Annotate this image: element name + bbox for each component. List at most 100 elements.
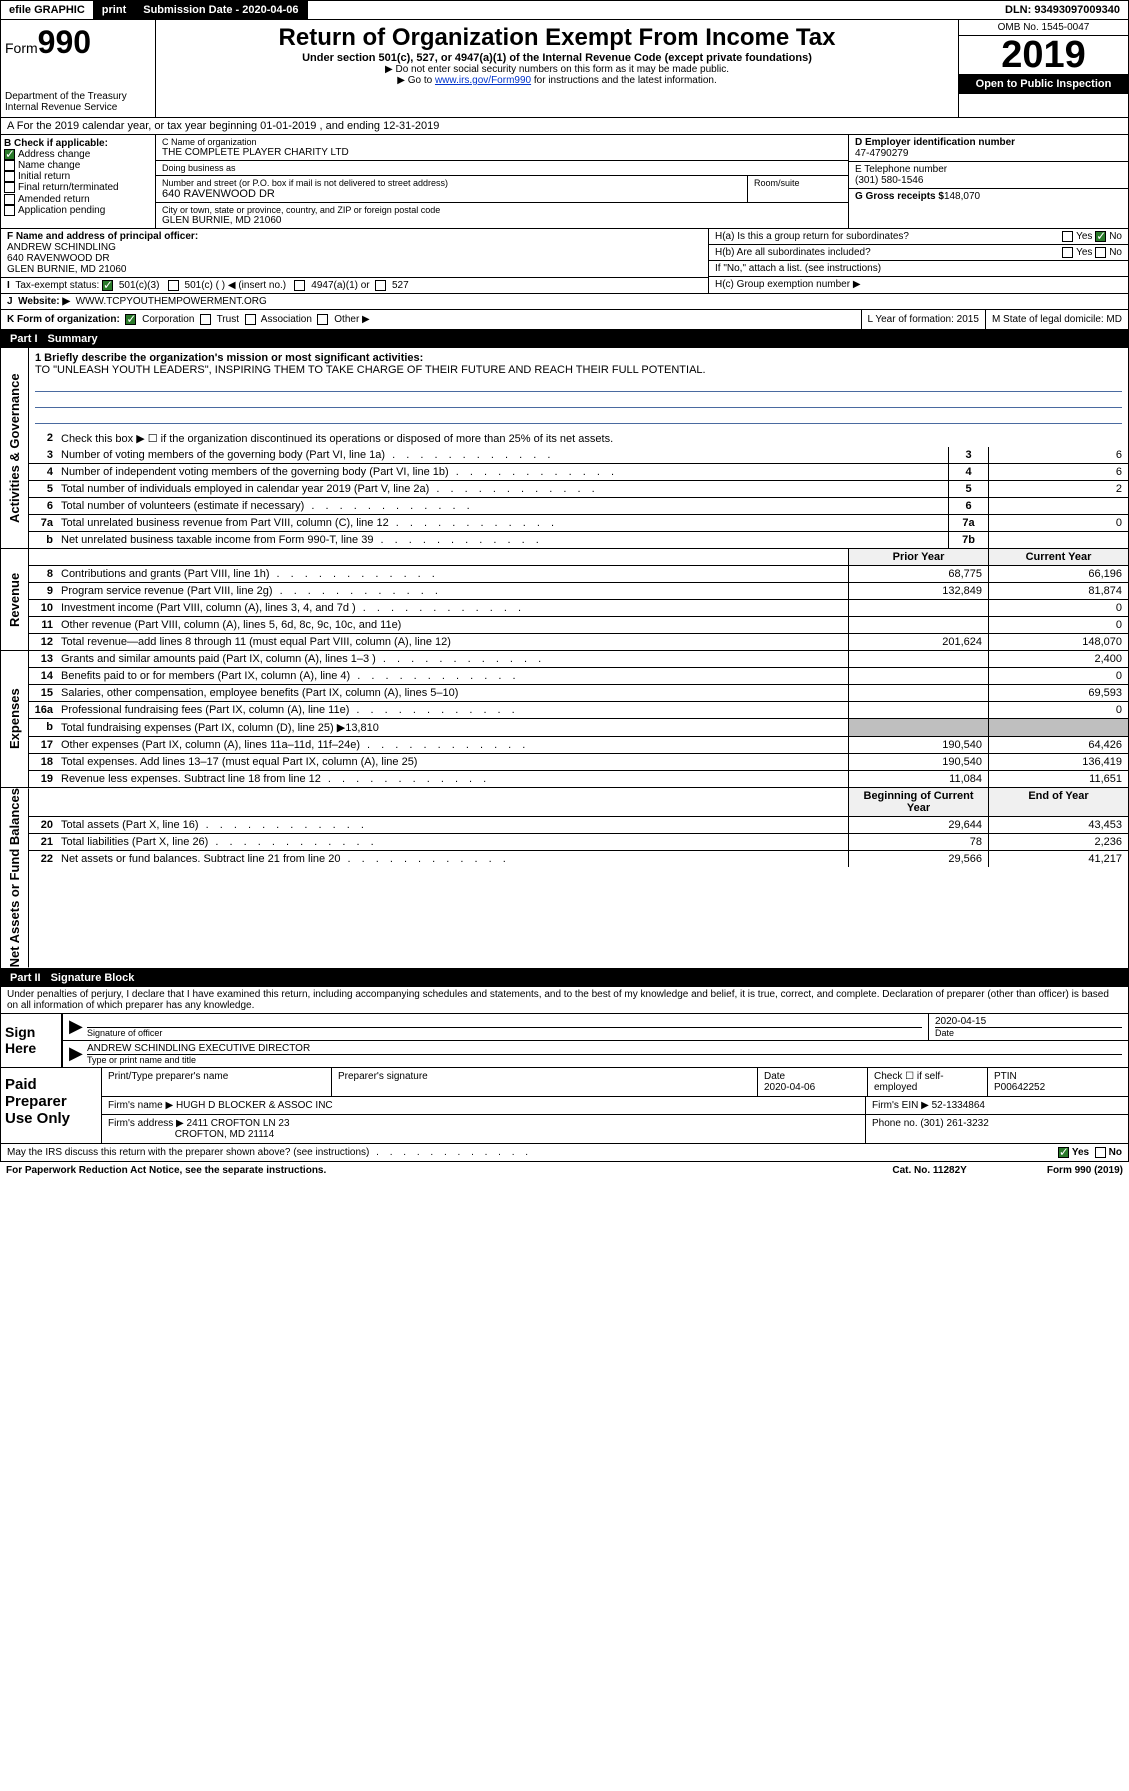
current-year-hdr: Current Year [988,549,1128,565]
discuss-no[interactable] [1095,1147,1106,1158]
val21c: 2,236 [988,834,1128,850]
sign-here-label: Sign Here [1,1014,61,1067]
val14p [848,668,988,684]
ein-label: D Employer identification number [855,137,1015,148]
footer-final: For Paperwork Reduction Act Notice, see … [0,1162,1129,1179]
firm-ein: 52-1334864 [932,1100,985,1111]
form-header: Form990 Department of the Treasury Inter… [0,20,1129,118]
chk-amended[interactable]: Amended return [4,194,152,205]
discuss-yes[interactable] [1058,1147,1069,1158]
officer-name: ANDREW SCHINDLING [7,242,116,253]
prep-name-hdr: Print/Type preparer's name [102,1068,332,1096]
b-label: B Check if applicable: [4,138,108,149]
line11: Other revenue (Part VIII, column (A), li… [57,617,848,633]
hc-label: H(c) Group exemption number ▶ [709,277,1128,292]
prior-year-hdr: Prior Year [848,549,988,565]
chk-initial-return[interactable]: Initial return [4,171,152,182]
open-public-badge: Open to Public Inspection [959,74,1128,94]
pra-notice: For Paperwork Reduction Act Notice, see … [6,1165,892,1176]
chk-501c[interactable] [168,280,179,291]
chk-4947[interactable] [294,280,305,291]
part2-num: Part II [10,972,51,984]
line18: Total expenses. Add lines 13–17 (must eq… [57,754,848,770]
section-fh: F Name and address of principal officer:… [0,229,1129,294]
chk-other[interactable] [317,314,328,325]
officer-label: F Name and address of principal officer: [7,231,198,242]
chk-assoc[interactable] [245,314,256,325]
hb-no[interactable] [1095,247,1106,258]
val7b [988,532,1128,548]
chk-501c3[interactable] [102,280,113,291]
chk-name-change[interactable]: Name change [4,160,152,171]
sig-date: 2020-04-15 [935,1016,1122,1027]
chk-trust[interactable] [200,314,211,325]
val12c: 148,070 [988,634,1128,650]
netassets-section: Net Assets or Fund Balances Beginning of… [0,788,1129,968]
prep-date-hdr: Date [764,1071,785,1082]
line9: Program service revenue (Part VIII, line… [57,583,848,599]
chk-address-change[interactable]: Address change [4,149,152,160]
ha-no[interactable] [1095,231,1106,242]
cat-no: Cat. No. 11282Y [892,1165,966,1176]
print-button[interactable]: print [94,1,135,19]
row-a: A For the 2019 calendar year, or tax yea… [0,118,1129,135]
beg-year-hdr: Beginning of Current Year [848,788,988,816]
submission-date: Submission Date - 2020-04-06 [135,1,307,19]
chk-final-return[interactable]: Final return/terminated [4,182,152,193]
k-row: K Form of organization: Corporation Trus… [0,310,1129,330]
dba-label: Doing business as [162,163,842,173]
val6 [988,498,1128,514]
officer-city: GLEN BURNIE, MD 21060 [7,264,127,275]
chk-527[interactable] [375,280,386,291]
discuss-label: May the IRS discuss this return with the… [7,1147,1058,1158]
line2: Check this box ▶ ☐ if the organization d… [57,430,1128,447]
self-employed-chk[interactable]: Check ☐ if self-employed [868,1068,988,1096]
governance-section: Activities & Governance 1 Briefly descri… [0,348,1129,549]
val15p [848,685,988,701]
part1-header: Part I Summary [0,330,1129,348]
val22p: 29,566 [848,851,988,867]
firm-addr: 2411 CROFTON LN 23 [187,1118,290,1129]
val13p [848,651,988,667]
val10c: 0 [988,600,1128,616]
val17c: 64,426 [988,737,1128,753]
line16b: Total fundraising expenses (Part IX, col… [57,719,848,736]
val5: 2 [988,481,1128,497]
line22: Net assets or fund balances. Subtract li… [57,851,848,867]
phone-label: E Telephone number [855,164,947,175]
chk-corp[interactable] [125,314,136,325]
line16a: Professional fundraising fees (Part IX, … [57,702,848,718]
ha-label: H(a) Is this a group return for subordin… [715,231,1062,242]
vtab-governance: Activities & Governance [1,348,29,548]
firm-name: HUGH D BLOCKER & ASSOC INC [176,1100,333,1111]
ein-value: 47-4790279 [855,148,1122,159]
hb-yes[interactable] [1062,247,1073,258]
val7a: 0 [988,515,1128,531]
line10: Investment income (Part VIII, column (A)… [57,600,848,616]
val9c: 81,874 [988,583,1128,599]
val11c: 0 [988,617,1128,633]
ha-yes[interactable] [1062,231,1073,242]
hb-label: H(b) Are all subordinates included? [715,247,1062,258]
printed-name-label: Type or print name and title [87,1054,1122,1065]
line20: Total assets (Part X, line 16) [57,817,848,833]
val19c: 11,651 [988,771,1128,787]
line3: Number of voting members of the governin… [57,447,948,463]
addr-label: Number and street (or P.O. box if mail i… [162,178,741,188]
form-title: Return of Organization Exempt From Incom… [160,24,954,52]
website-label: Website: ▶ [18,296,70,307]
tax-year: 2019 [959,36,1128,74]
c-name-label: C Name of organization [162,137,842,147]
firm-phone: (301) 261-3232 [920,1118,988,1129]
city-value: GLEN BURNIE, MD 21060 [162,215,842,226]
val13c: 2,400 [988,651,1128,667]
part1-title: Summary [48,333,98,345]
irs-link[interactable]: www.irs.gov/Form990 [435,75,531,86]
val17p: 190,540 [848,737,988,753]
mission-label: 1 Briefly describe the organization's mi… [35,352,423,364]
firm-name-label: Firm's name ▶ [108,1100,173,1111]
perjury-text: Under penalties of perjury, I declare th… [0,987,1129,1014]
chk-application-pending[interactable]: Application pending [4,205,152,216]
ptin-label: PTIN [994,1071,1017,1082]
sign-here-section: Sign Here ▶ Signature of officer 2020-04… [0,1014,1129,1068]
